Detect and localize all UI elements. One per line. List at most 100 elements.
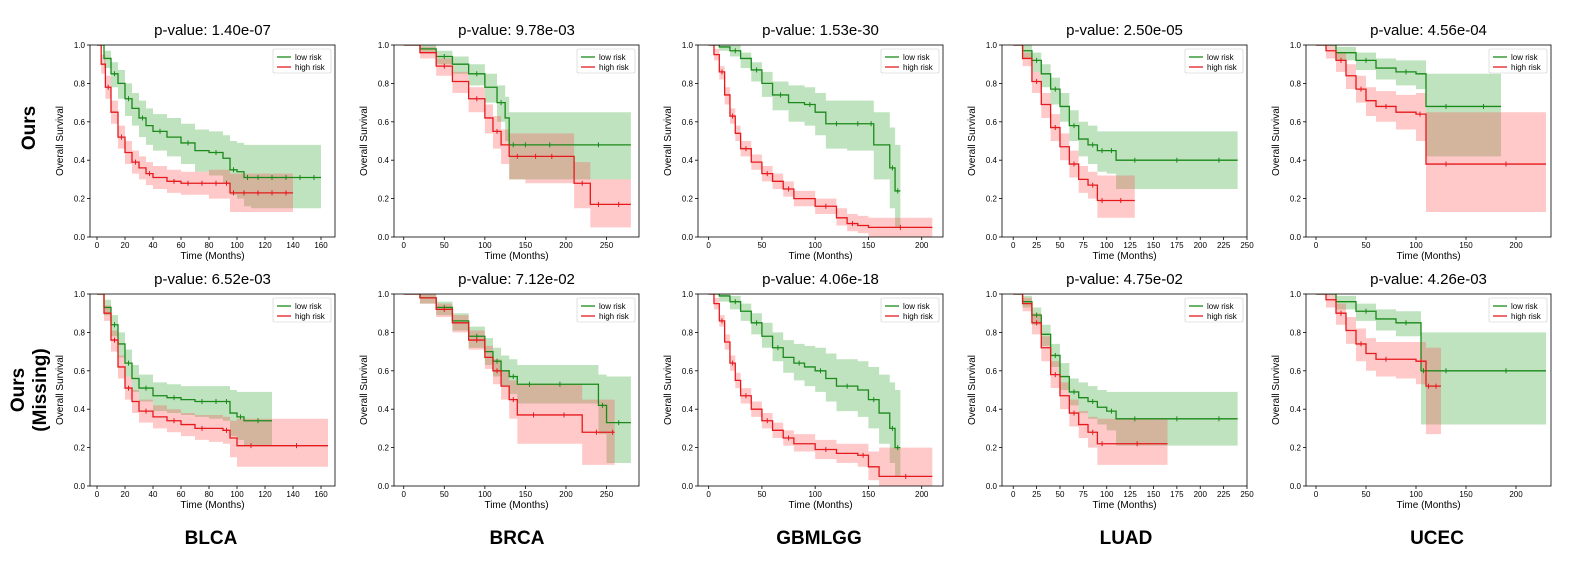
x-tick-label: 175 bbox=[1170, 490, 1184, 499]
x-tick-label: 150 bbox=[1147, 241, 1161, 250]
axes-frame bbox=[697, 293, 944, 487]
x-tick-label: 60 bbox=[177, 241, 186, 250]
y-tick-label: 0.0 bbox=[378, 482, 390, 491]
y-tick-label: 0.8 bbox=[378, 79, 390, 88]
y-tick-label: 0.2 bbox=[986, 195, 998, 204]
plot-area bbox=[97, 45, 321, 213]
plot-title: p-value: 4.26e-03 bbox=[1370, 271, 1487, 288]
y-tick-label: 0.4 bbox=[378, 156, 390, 165]
legend-label-low-risk: low risk bbox=[1207, 302, 1235, 311]
high-risk-curve bbox=[403, 294, 615, 433]
plot-title: p-value: 1.53e-30 bbox=[762, 22, 879, 39]
axes-frame bbox=[1001, 293, 1248, 487]
x-tick-label: 100 bbox=[1100, 490, 1114, 499]
plot-area bbox=[708, 45, 933, 237]
plot-title: p-value: 1.40e-07 bbox=[154, 22, 271, 39]
legend-label-low-risk: low risk bbox=[599, 53, 627, 62]
axes-frame bbox=[697, 44, 944, 238]
y-axis-label: Overall Survival bbox=[1271, 106, 1282, 176]
x-tick-label: 50 bbox=[1362, 241, 1371, 250]
y-tick-label: 0.2 bbox=[1290, 195, 1302, 204]
x-tick-label: 75 bbox=[1079, 490, 1088, 499]
low-risk-confidence-band bbox=[1013, 294, 1238, 446]
plot-title: p-value: 2.50e-05 bbox=[1066, 22, 1183, 39]
legend-label-high-risk: high risk bbox=[903, 63, 934, 72]
x-tick-label: 60 bbox=[177, 490, 186, 499]
x-tick-label: 0 bbox=[1011, 241, 1016, 250]
x-tick-label: 200 bbox=[1509, 490, 1523, 499]
high-risk-confidence-band bbox=[1316, 294, 1441, 435]
x-tick-label: 150 bbox=[519, 490, 533, 499]
x-tick-label: 0 bbox=[706, 241, 711, 250]
x-tick-label: 175 bbox=[1170, 241, 1184, 250]
legend-label-high-risk: high risk bbox=[1511, 312, 1542, 321]
x-tick-label: 160 bbox=[314, 490, 328, 499]
x-axis-label: Time (Months) bbox=[484, 500, 548, 511]
x-tick-label: 100 bbox=[478, 490, 492, 499]
y-tick-label: 0.4 bbox=[986, 156, 998, 165]
plot-area bbox=[1013, 45, 1238, 218]
y-axis-label: Overall Survival bbox=[967, 106, 978, 176]
y-tick-label: 0.6 bbox=[378, 118, 390, 127]
y-tick-label: 0.2 bbox=[986, 444, 998, 453]
y-tick-label: 0.6 bbox=[1290, 367, 1302, 376]
axes-frame bbox=[1001, 44, 1248, 238]
x-tick-label: 25 bbox=[1032, 241, 1041, 250]
y-axis-label: Overall Survival bbox=[663, 106, 674, 176]
low-risk-curve bbox=[1316, 294, 1546, 372]
x-tick-label: 25 bbox=[1032, 490, 1041, 499]
x-axis-label: Time (Months) bbox=[788, 251, 852, 262]
y-tick-label: 1.0 bbox=[682, 290, 694, 299]
legend-label-high-risk: high risk bbox=[599, 63, 630, 72]
x-tick-label: 0 bbox=[1314, 490, 1319, 499]
low-risk-confidence-band bbox=[1316, 45, 1501, 157]
x-tick-label: 250 bbox=[1240, 490, 1254, 499]
y-axis-label: Overall Survival bbox=[55, 355, 66, 425]
y-axis-label: Overall Survival bbox=[359, 106, 370, 176]
x-tick-label: 150 bbox=[519, 241, 533, 250]
x-tick-label: 80 bbox=[205, 241, 214, 250]
x-tick-label: 100 bbox=[478, 241, 492, 250]
y-tick-label: 1.0 bbox=[682, 41, 694, 50]
low-risk-confidence-band bbox=[97, 45, 321, 209]
row-label-line: Ours bbox=[8, 367, 29, 413]
y-tick-label: 0.8 bbox=[74, 328, 86, 337]
x-tick-label: 50 bbox=[757, 490, 766, 499]
y-tick-label: 1.0 bbox=[986, 290, 998, 299]
x-tick-label: 100 bbox=[808, 490, 822, 499]
km-svg: p-value: 1.53e-30 0 50 100 150 200 0.0 0.2 0.4 0.… bbox=[663, 22, 944, 262]
plot-title: p-value: 4.56e-04 bbox=[1370, 22, 1487, 39]
high-risk-confidence-band bbox=[97, 294, 328, 467]
x-tick-label: 125 bbox=[1123, 490, 1137, 499]
plot-area bbox=[403, 45, 631, 228]
x-tick-label: 160 bbox=[314, 241, 328, 250]
x-tick-label: 0 bbox=[1011, 490, 1016, 499]
x-tick-label: 0 bbox=[1314, 241, 1319, 250]
x-tick-label: 100 bbox=[808, 241, 822, 250]
high-risk-confidence-band bbox=[403, 294, 615, 465]
km-plot-blca-missing: p-value: 6.52e-03 0 20 40 60 80 100 120 140 160 0.… bbox=[48, 267, 346, 513]
y-axis-label: Overall Survival bbox=[663, 355, 674, 425]
x-tick-label: 200 bbox=[1509, 241, 1523, 250]
y-tick-label: 1.0 bbox=[74, 41, 86, 50]
x-tick-label: 0 bbox=[402, 490, 407, 499]
legend-label-low-risk: low risk bbox=[599, 302, 627, 311]
x-tick-label: 250 bbox=[600, 241, 614, 250]
y-tick-label: 0.2 bbox=[74, 195, 86, 204]
x-tick-label: 150 bbox=[1147, 490, 1161, 499]
y-tick-label: 0.8 bbox=[74, 79, 86, 88]
y-tick-label: 0.4 bbox=[74, 405, 86, 414]
axes-frame bbox=[89, 293, 336, 487]
x-tick-label: 50 bbox=[1056, 241, 1065, 250]
x-tick-label: 50 bbox=[1362, 490, 1371, 499]
y-tick-label: 0.0 bbox=[1290, 482, 1302, 491]
plot-area bbox=[403, 294, 631, 465]
y-tick-label: 0.8 bbox=[682, 79, 694, 88]
x-tick-label: 250 bbox=[1240, 241, 1254, 250]
y-axis-label: Overall Survival bbox=[55, 106, 66, 176]
low-risk-curve bbox=[97, 45, 321, 179]
